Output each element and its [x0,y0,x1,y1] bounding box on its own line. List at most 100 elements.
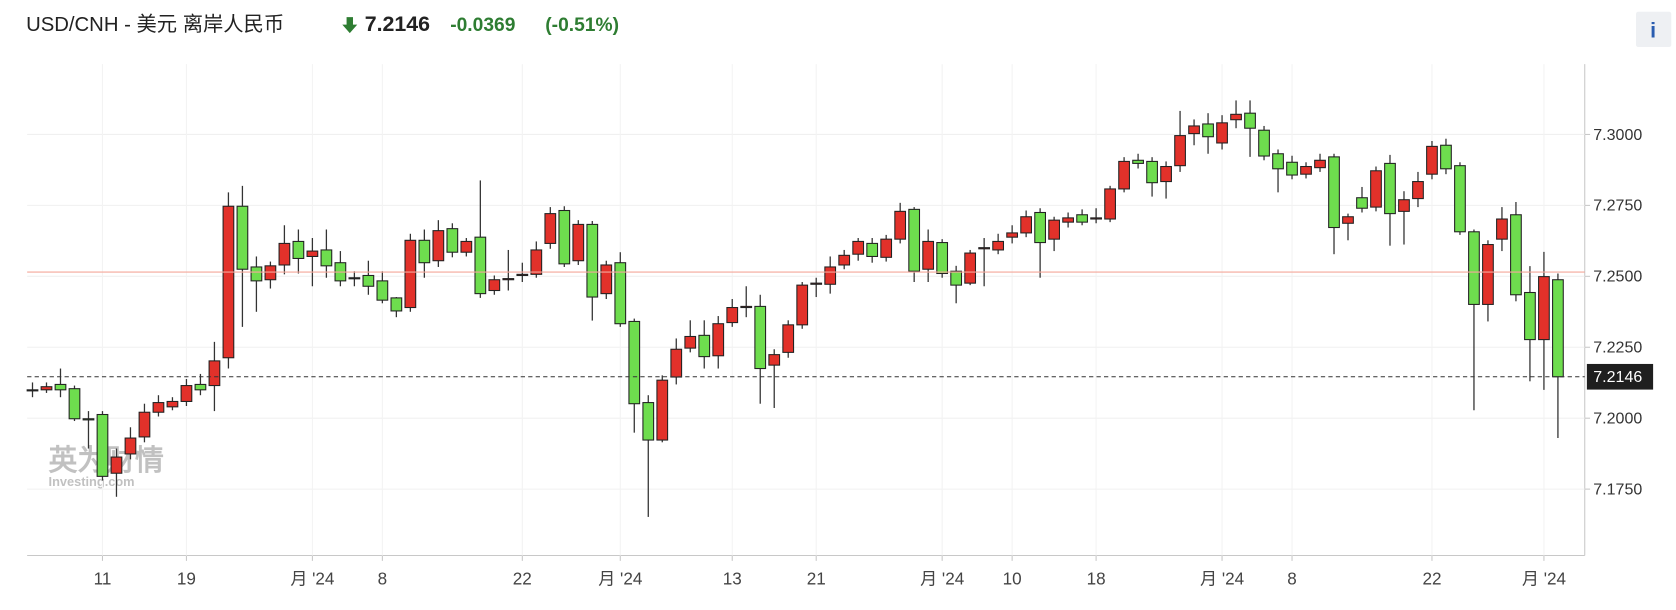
candle-body [810,282,823,285]
y-tick-label: 7.2750 [1593,197,1642,215]
y-tick-label: 7.1750 [1593,480,1642,498]
candle-body [992,240,1005,251]
candle-body [516,273,529,277]
candle-body [1370,170,1382,208]
candle-body [656,379,669,441]
last-price-tag-label: 7.2146 [1593,368,1642,386]
candle-body [460,240,473,253]
candle-body [1132,159,1144,164]
info-button-bg[interactable] [1636,11,1672,48]
candle-body [1468,231,1480,305]
candle-body [1328,156,1340,229]
candle-body [712,323,725,357]
candle-body [908,208,921,272]
candle-body [1440,144,1452,170]
x-tick-label: 月 '24 [290,569,334,588]
candle-body [572,223,585,262]
candle-body [250,266,263,282]
grid: 7.1750 7.2000 7.2250 7.2500 7.2750 7.3000 11 19… [27,64,1642,588]
candle-body [1300,165,1312,175]
x-tick-label: 11 [94,569,112,588]
candle-body [1048,219,1060,240]
candle-body [40,386,53,391]
candle-body [1272,153,1284,170]
candle-body [866,242,879,258]
candle-body [278,242,291,266]
candle-body [726,307,739,324]
candle-body [600,264,613,295]
info-button[interactable]: i [1636,11,1672,48]
y-tick-label: 7.2000 [1593,410,1642,428]
candle-body [782,324,795,353]
candle-body [166,400,179,408]
candle-body [950,270,963,286]
candle-body [740,305,753,309]
candle-body [1314,159,1326,169]
candle-body [488,279,501,292]
candle-body [1090,217,1102,220]
candle-body [838,254,851,266]
candle-body [222,205,235,359]
candle-body [614,262,627,325]
candle-body [1160,165,1172,183]
candle-body [432,230,445,262]
candle-body [586,223,599,298]
candle-body [110,456,123,474]
candle-body [684,335,697,349]
candle-body [1034,211,1046,244]
candle-body [978,247,991,250]
candle-body [180,385,193,402]
candles [26,100,1564,517]
candle-body [768,354,781,366]
candle-body [390,297,403,312]
candle-body [208,360,221,387]
candle-body [1258,129,1270,157]
candle-body [628,320,641,405]
candle-body [264,265,277,281]
y-tick-label: 7.2250 [1593,339,1642,357]
candle-body [1286,161,1298,176]
candle-body [1230,113,1242,121]
candle-body [418,239,431,264]
candle-body [320,249,333,267]
candle-body [796,284,809,326]
x-tick-label: 8 [1287,569,1296,588]
info-button-label[interactable]: i [1650,18,1656,42]
candle-body [964,252,977,284]
candle-body [138,411,151,438]
candle-body [544,213,557,244]
candle-body [474,236,487,295]
candle-body [1412,181,1424,200]
candle-body [880,238,893,258]
down-arrow-icon [342,17,358,34]
candle-body [1356,197,1368,209]
candle-body [670,348,683,378]
candle-body [362,274,375,287]
candle-body [152,402,165,413]
candle-body [236,205,249,270]
candle-body [922,240,935,270]
x-tick-label: 月 '24 [1200,569,1244,588]
candle-body [292,240,305,259]
candle-body [1020,216,1033,234]
candle-body [936,242,949,275]
x-tick-label: 18 [1087,569,1106,588]
x-tick-label: 13 [723,569,742,588]
x-tick-label: 月 '24 [598,569,642,588]
candle-body [26,389,39,392]
candle-body [124,437,137,455]
candle-body [1496,218,1508,240]
candle-body [1062,217,1074,223]
x-tick-label: 8 [378,569,388,588]
candle-body [1524,291,1536,341]
header: USD/CNH - 美元 离岸人民币 7.2146 -0.0369 (-0.51… [26,12,619,36]
candle-body [68,388,81,420]
candle-body [1118,160,1130,190]
x-tick-label: 22 [1422,569,1441,588]
candle-body [894,210,907,240]
candle-body [1076,214,1088,223]
candle-body [852,240,865,255]
x-tick-label: 10 [1003,569,1022,588]
